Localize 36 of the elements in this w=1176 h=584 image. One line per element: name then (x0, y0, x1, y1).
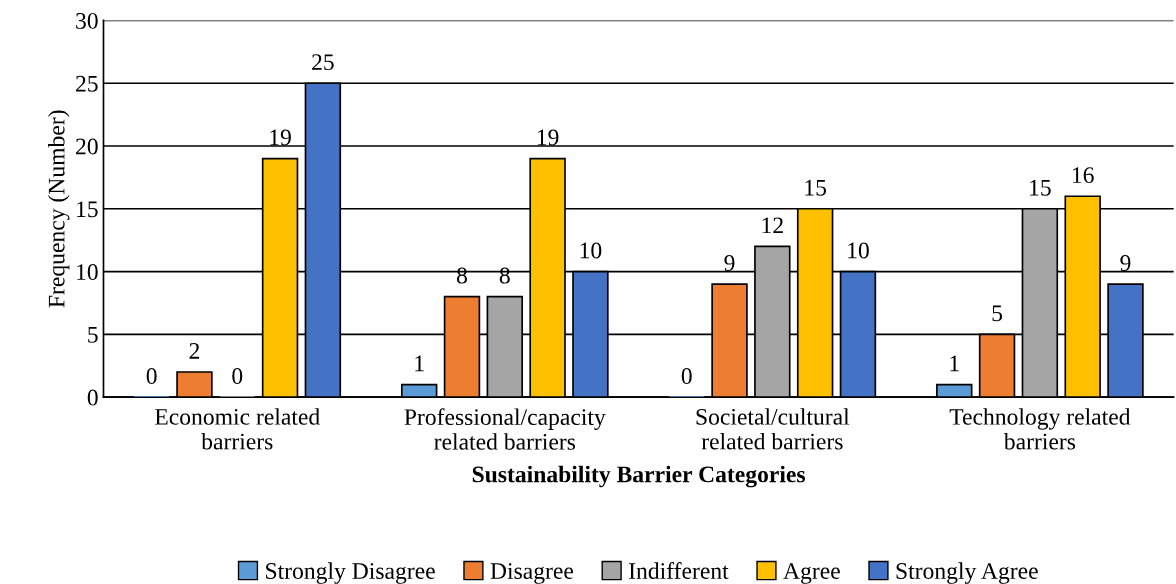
y-tick-label: 15 (77, 201, 98, 218)
y-tick-label: 30 (76, 12, 98, 29)
y-tick-label: 0 (87, 389, 98, 406)
legend-label: Strongly Agree (896, 562, 1038, 584)
data-label: 0 (146, 368, 157, 384)
data-label: 10 (580, 242, 602, 259)
data-label: 19 (537, 129, 559, 146)
data-label: 25 (312, 54, 334, 71)
x-tick-label: Technology related barriers (949, 408, 1131, 450)
y-tick-label: 20 (76, 138, 98, 155)
data-label: 19 (270, 129, 291, 146)
data-label: 1 (950, 355, 959, 372)
data-label: 9 (724, 255, 735, 271)
data-label: 9 (1120, 255, 1131, 271)
legend-label: Indifferent (629, 562, 729, 579)
x-tick-label: Economic related barriers (155, 408, 320, 450)
data-label: 0 (232, 368, 243, 384)
y-tick-label: 25 (76, 75, 98, 92)
y-tick-label: 10 (77, 264, 98, 280)
data-label: 5 (992, 305, 1003, 322)
data-label: 15 (805, 179, 827, 196)
data-label: 10 (848, 242, 869, 259)
data-label: 2 (189, 343, 200, 359)
data-label: 1 (415, 355, 424, 372)
legend-label: Strongly Disagree (266, 562, 435, 584)
x-tick-label: Societal/cultural related barriers (696, 408, 850, 450)
y-tick-label: 5 (88, 327, 98, 343)
legend-label: Disagree (490, 563, 574, 584)
x-axis-title: Sustainability Barrier Categories (472, 465, 806, 488)
y-axis-title: Frequency (Number) (47, 110, 70, 308)
x-tick-label: Professional/capacity related barriers (404, 408, 606, 450)
data-label: 15 (1030, 179, 1051, 196)
data-label: 12 (762, 217, 783, 234)
data-label: 16 (1072, 167, 1094, 184)
legend-label: Agree (783, 563, 840, 584)
data-label: 0 (681, 368, 692, 384)
